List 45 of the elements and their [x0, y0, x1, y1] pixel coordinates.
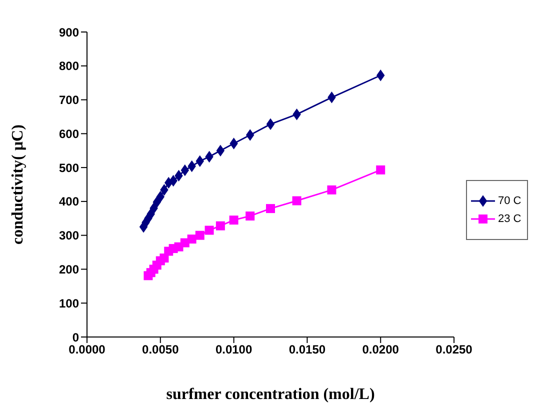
point [230, 138, 238, 149]
point [292, 108, 301, 120]
legend-label: 23 C [498, 213, 522, 225]
point [229, 216, 238, 225]
point [156, 191, 164, 202]
x-tick-label: 0.0050 [142, 342, 180, 357]
point [160, 184, 168, 196]
point [246, 212, 255, 221]
y-axis-title: conductivity( µC) [10, 124, 27, 244]
point [180, 164, 189, 176]
y-tick-label: 500 [58, 160, 80, 175]
legend-label: 70 C [498, 195, 522, 207]
point [188, 160, 196, 172]
y-tick-label: 400 [58, 194, 80, 209]
y-tick-label: 800 [58, 59, 80, 74]
point [327, 185, 336, 194]
point [196, 156, 204, 167]
point [376, 165, 386, 174]
y-tick-label: 0 [72, 330, 80, 344]
point [164, 177, 173, 188]
point [328, 92, 336, 103]
point [246, 130, 254, 141]
point [216, 221, 225, 230]
y-tick-label: 900 [58, 25, 80, 40]
x-tick-label: 0.0100 [215, 342, 252, 357]
point [216, 145, 224, 156]
y-tick-label: 300 [58, 228, 80, 243]
point [174, 170, 183, 182]
point [144, 271, 153, 280]
x-tick-label: 0.0200 [362, 342, 400, 357]
y-tick-label: 100 [58, 296, 80, 310]
point [205, 151, 214, 162]
x-tick-label: 0.0250 [436, 342, 473, 357]
y-tick-label: 200 [58, 262, 80, 276]
point [292, 196, 302, 206]
point [195, 230, 204, 240]
x-tick-label: 0.0150 [288, 342, 326, 357]
point [376, 70, 385, 81]
y-tick-label: 700 [58, 93, 80, 108]
point [152, 196, 161, 208]
x-tick-label: 0.0000 [68, 342, 106, 357]
point [266, 204, 275, 214]
x-axis-title: surfmer concentration (mol/L) [166, 386, 375, 403]
point [204, 226, 214, 235]
y-tick-label: 600 [58, 126, 80, 141]
